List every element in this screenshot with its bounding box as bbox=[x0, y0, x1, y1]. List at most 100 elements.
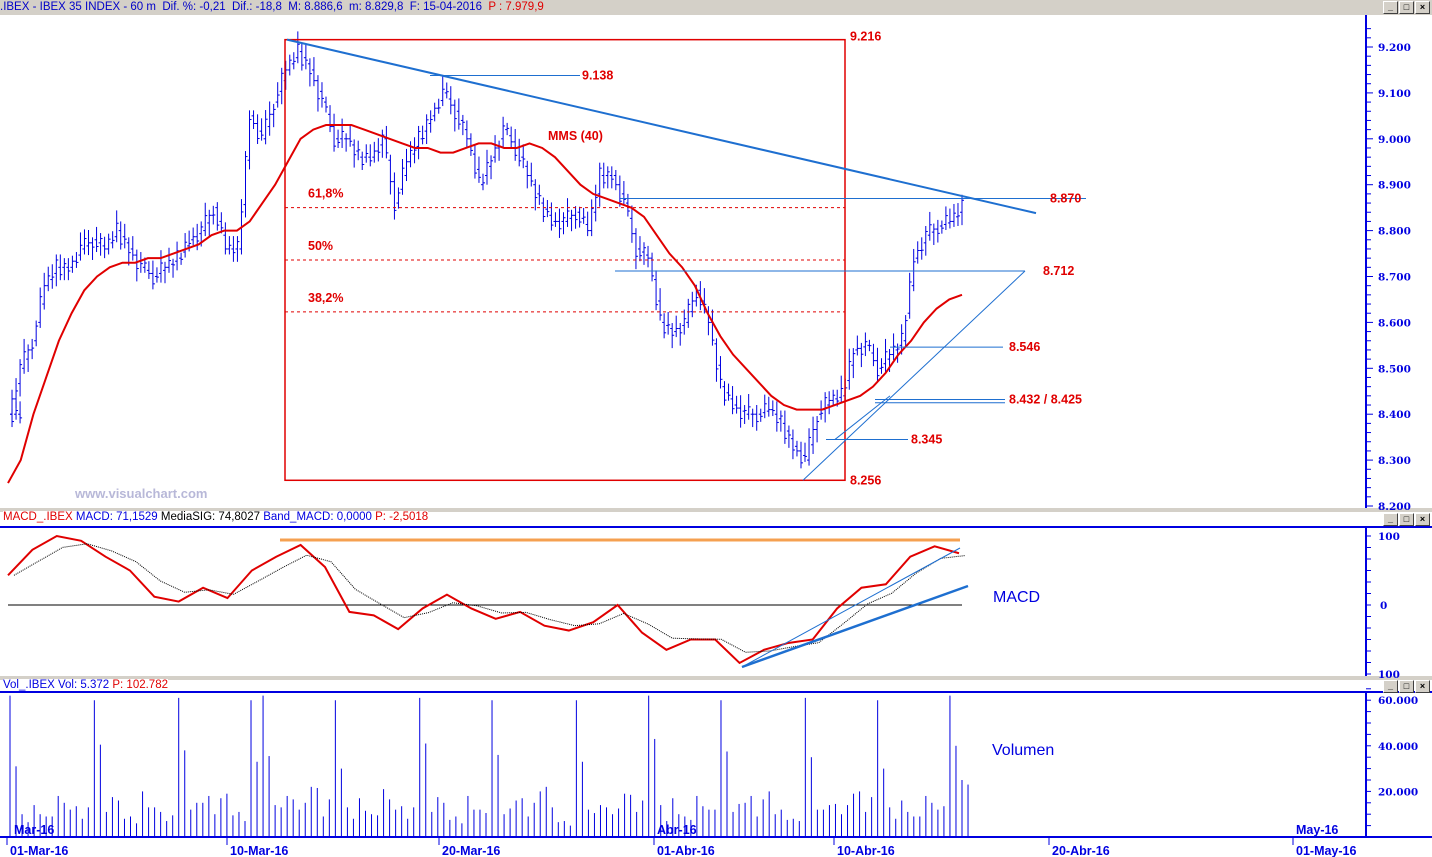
price-bar bbox=[46, 266, 51, 292]
price-bar bbox=[955, 203, 960, 227]
price-bar bbox=[211, 205, 216, 225]
price-bar bbox=[678, 323, 683, 346]
y-tick-label: 8.300 bbox=[1378, 455, 1411, 467]
price-bar bbox=[380, 129, 385, 158]
vol-minimize-button[interactable]: _ bbox=[1383, 680, 1398, 693]
price-bar bbox=[513, 129, 518, 161]
mms-label: MMS (40) bbox=[548, 129, 603, 143]
macd-y-tick-label: 100 bbox=[1378, 669, 1400, 681]
price-bar bbox=[464, 120, 469, 148]
macd-panel-label: MACD bbox=[993, 589, 1041, 606]
price-bar bbox=[863, 332, 868, 357]
vol-y-tick-label: 60.000 bbox=[1378, 695, 1418, 707]
month-label: May-16 bbox=[1296, 823, 1338, 837]
price-bar bbox=[931, 223, 936, 245]
level-label: 9.138 bbox=[582, 68, 613, 82]
volume-header: Vol_.IBEX Vol: 5.372 P: 102.782 bbox=[3, 679, 168, 691]
price-bar bbox=[883, 338, 888, 373]
price-bar bbox=[227, 236, 232, 255]
macd-signal-line bbox=[13, 543, 966, 653]
price-bar bbox=[666, 311, 671, 335]
price-bar bbox=[472, 144, 477, 179]
price-bar bbox=[637, 236, 642, 262]
price-bar bbox=[150, 260, 155, 290]
price-bar bbox=[718, 356, 723, 389]
price-bar bbox=[501, 116, 506, 148]
price-bar bbox=[585, 211, 590, 237]
price-bar bbox=[537, 184, 542, 205]
y-tick-label: 8.400 bbox=[1378, 409, 1411, 421]
price-bar bbox=[710, 309, 715, 346]
price-bar bbox=[207, 209, 212, 236]
price-bar bbox=[203, 202, 208, 237]
price-bar bbox=[867, 339, 872, 352]
price-bar bbox=[179, 252, 184, 265]
level-label: 8.712 bbox=[1043, 264, 1074, 278]
price-bar bbox=[803, 442, 808, 462]
maximize-button[interactable]: □ bbox=[1399, 1, 1414, 14]
price-bar bbox=[26, 344, 31, 372]
price-bar bbox=[650, 252, 655, 282]
price-bar bbox=[86, 229, 91, 256]
macd-close-button[interactable]: × bbox=[1415, 513, 1430, 526]
x-tick-label: 10-Mar-16 bbox=[230, 844, 288, 857]
price-bar bbox=[368, 144, 373, 167]
price-bar bbox=[352, 139, 357, 168]
price-bar bbox=[138, 252, 143, 273]
macd-maximize-button[interactable]: □ bbox=[1399, 513, 1414, 526]
price-bar bbox=[134, 249, 139, 282]
vol-close-button[interactable]: × bbox=[1415, 680, 1430, 693]
title-symbol: .IBEX - IBEX 35 INDEX - 60 m bbox=[0, 1, 156, 13]
vol-y-tick-label: 20.000 bbox=[1378, 786, 1418, 798]
price-bar bbox=[126, 237, 131, 266]
price-bar bbox=[428, 110, 433, 133]
price-bar bbox=[770, 400, 775, 417]
price-bar bbox=[577, 206, 582, 228]
price-bar bbox=[404, 148, 409, 182]
y-tick-label: 8.200 bbox=[1378, 501, 1411, 513]
price-bar bbox=[336, 129, 341, 148]
macd-band: Band_MACD: 0,0000 bbox=[263, 511, 372, 523]
macd-minimize-button[interactable]: _ bbox=[1383, 513, 1398, 526]
price-bar bbox=[480, 173, 485, 191]
price-bar bbox=[509, 126, 514, 148]
minimize-button[interactable]: _ bbox=[1383, 1, 1398, 14]
price-bar bbox=[798, 441, 803, 469]
title-dif: Dif.: -18,8 bbox=[232, 1, 282, 13]
price-bar bbox=[517, 138, 522, 167]
level-label: 8.546 bbox=[1009, 340, 1040, 354]
price-bar bbox=[271, 103, 276, 128]
y-tick-label: 8.900 bbox=[1378, 180, 1411, 192]
price-bar bbox=[847, 348, 852, 390]
price-bar bbox=[50, 264, 55, 289]
price-bar bbox=[597, 162, 602, 207]
price-bar bbox=[939, 220, 944, 234]
close-button[interactable]: × bbox=[1415, 1, 1430, 14]
vol-maximize-button[interactable]: □ bbox=[1399, 680, 1414, 693]
price-bar bbox=[247, 110, 252, 170]
price-bar bbox=[790, 429, 795, 460]
price-bar bbox=[259, 118, 264, 141]
price-bar bbox=[670, 323, 675, 349]
price-bar bbox=[529, 162, 534, 187]
title-price: P : 7.979,9 bbox=[488, 1, 544, 13]
uptrend-line bbox=[834, 395, 891, 440]
price-bar bbox=[412, 137, 417, 164]
price-bar bbox=[903, 315, 908, 347]
macd-y-tick-label: 0 bbox=[1380, 600, 1387, 612]
price-bar bbox=[879, 358, 884, 374]
price-bar bbox=[146, 261, 151, 279]
price-bar bbox=[625, 193, 630, 217]
macd-trendline bbox=[741, 547, 961, 668]
level-label: 8.345 bbox=[911, 432, 942, 446]
price-bar bbox=[682, 309, 687, 335]
price-bar bbox=[489, 155, 494, 180]
price-bar bbox=[605, 166, 610, 189]
price-bar bbox=[593, 184, 598, 222]
price-bar bbox=[436, 98, 441, 114]
title-dif-pct: Dif. %: -0,21 bbox=[162, 1, 226, 13]
price-bar bbox=[171, 258, 176, 278]
price-bar bbox=[223, 222, 228, 255]
price-bar bbox=[287, 54, 292, 76]
price-bar bbox=[340, 118, 345, 148]
